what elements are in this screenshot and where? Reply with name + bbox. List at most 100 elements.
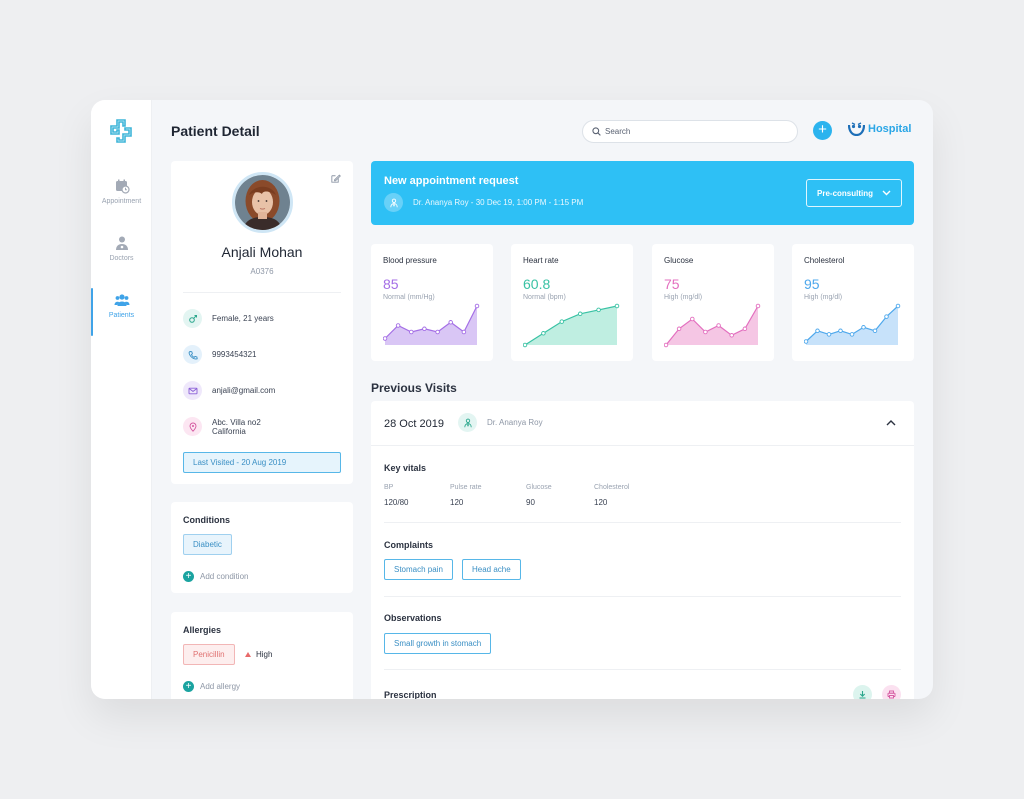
allergies-title: Allergies <box>183 625 222 635</box>
email-text: anjali@gmail.com <box>212 386 276 395</box>
vital-title: Cholesterol <box>804 256 845 265</box>
vital-value: 85 <box>383 276 399 292</box>
phone-icon <box>183 345 202 364</box>
sparkline-point <box>383 336 388 341</box>
brand-name: Hospital <box>868 123 912 135</box>
vital-unit: High (mg/dl) <box>804 294 843 301</box>
vital-card-heart-rate[interactable]: Heart rate 60.8 Normal (bpm) <box>511 244 633 361</box>
key-vital-label: Glucose <box>526 484 552 491</box>
sparkline-point <box>461 329 467 335</box>
key-vital-label: Cholesterol <box>594 484 630 491</box>
address-text: Abc. Villa no2 California <box>212 418 261 436</box>
add-allergy-button[interactable]: + Add allergy <box>183 681 240 692</box>
observation-chip[interactable]: Small growth in stomach <box>384 633 492 654</box>
visit-doctor-name: Dr. Ananya Roy <box>487 418 543 427</box>
pre-consulting-label: Pre-consulting <box>817 188 874 198</box>
calendar-clock-icon <box>115 179 130 194</box>
patient-name: Anjali Mohan <box>221 244 303 260</box>
sparkline-point <box>577 311 583 317</box>
complaint-chip[interactable]: Stomach pain <box>384 559 453 580</box>
glucose-sparkline <box>664 303 761 348</box>
sparkline-point <box>676 326 682 332</box>
info-email: anjali@gmail.com <box>183 381 275 400</box>
sparkline-point <box>422 326 427 332</box>
address-line-1: Abc. Villa no2 <box>212 417 261 427</box>
sidebar-item-label: Doctors <box>109 255 134 262</box>
visit-header[interactable]: 28 Oct 2019 Dr. Ananya Roy <box>371 401 914 446</box>
appointment-request-banner: New appointment request Dr. Ananya Roy -… <box>371 161 914 225</box>
key-vital-value: 120 <box>594 498 608 507</box>
complaint-chip[interactable]: Head ache <box>462 559 521 580</box>
sparkline-point <box>559 319 565 324</box>
sparkline-point <box>804 339 809 344</box>
plus-icon: + <box>183 571 194 582</box>
vital-value: 60.8 <box>523 276 551 292</box>
divider <box>384 522 901 523</box>
sidebar-item-patients[interactable]: Patients <box>91 288 152 344</box>
add-allergy-label: Add allergy <box>200 682 241 691</box>
patient-photo <box>235 175 290 230</box>
vital-unit: High (mg/dl) <box>664 294 703 301</box>
doctor-icon <box>458 413 477 432</box>
vital-card-glucose[interactable]: Glucose 75 High (mg/dl) <box>652 244 774 361</box>
info-phone: 9993454321 <box>183 345 257 364</box>
add-button[interactable]: + <box>813 121 832 140</box>
search-input[interactable] <box>605 127 785 136</box>
severity-label: High <box>256 650 273 659</box>
vital-title: Glucose <box>664 256 694 265</box>
observations-title: Observations <box>384 613 442 623</box>
cholesterol-sparkline <box>804 303 901 345</box>
info-gender-age: Female, 21 years <box>183 309 274 328</box>
medical-cross-logo-icon[interactable] <box>108 118 134 144</box>
sparkline-point <box>838 328 843 334</box>
print-button[interactable] <box>882 685 901 699</box>
vital-card-cholesterol[interactable]: Cholesterol 95 High (mg/dl) <box>792 244 914 361</box>
chevron-up-icon[interactable] <box>885 418 897 428</box>
sidebar: Appointment Doctors Patients <box>91 100 152 699</box>
sparkline-line <box>524 305 618 346</box>
sparkline-point <box>755 303 761 309</box>
sidebar-item-appointment[interactable]: Appointment <box>91 178 152 230</box>
banner-title: New appointment request <box>384 175 519 187</box>
sparkline-point <box>614 303 620 309</box>
patients-icon <box>114 294 129 306</box>
sparkline-point <box>596 307 601 313</box>
patient-id: A0376 <box>250 267 274 276</box>
complaints-title: Complaints <box>384 540 434 550</box>
gender-age-text: Female, 21 years <box>212 314 274 323</box>
vital-value: 95 <box>804 276 820 292</box>
patient-profile-card: Anjali Mohan A0376 Female, 21 years 9993… <box>171 161 353 484</box>
divider <box>384 669 901 670</box>
sparkline-point <box>872 328 878 334</box>
pre-consulting-dropdown[interactable]: Pre-consulting <box>806 179 902 207</box>
sidebar-item-doctors[interactable]: Doctors <box>91 235 152 287</box>
sparkline-point <box>703 329 708 335</box>
prescription-title: Prescription <box>384 690 437 699</box>
search-bar[interactable] <box>582 120 798 143</box>
vital-card-blood-pressure[interactable]: Blood pressure 85 Normal (mm/Hg) <box>371 244 493 361</box>
sparkline-point <box>523 342 528 348</box>
triangle-up-icon <box>245 652 251 657</box>
doctor-icon <box>115 236 128 250</box>
key-vital-label: BP <box>384 484 394 491</box>
conditions-title: Conditions <box>183 515 230 525</box>
sidebar-item-label: Patients <box>108 312 135 319</box>
edit-icon[interactable] <box>330 173 341 184</box>
info-address: Abc. Villa no2 California <box>183 417 261 436</box>
sparkline-point <box>895 303 901 309</box>
sparkline-point <box>409 329 414 335</box>
visit-card: 28 Oct 2019 Dr. Ananya Roy Key vitals BP… <box>371 401 914 699</box>
visit-date: 28 Oct 2019 <box>384 418 444 430</box>
plus-icon: + <box>183 681 194 692</box>
sparkline-point <box>474 303 480 309</box>
vital-unit: Normal (mm/Hg) <box>383 294 435 301</box>
condition-chip[interactable]: Diabetic <box>183 534 232 555</box>
vital-unit: Normal (bpm) <box>523 294 566 301</box>
key-vital-value: 90 <box>526 498 535 507</box>
page-title: Patient Detail <box>171 123 260 139</box>
download-button[interactable] <box>853 685 872 699</box>
allergy-chip[interactable]: Penicillin <box>183 644 235 665</box>
key-vital-value: 120 <box>450 498 464 507</box>
address-line-2: California <box>212 426 246 436</box>
add-condition-button[interactable]: + Add condition <box>183 571 248 582</box>
